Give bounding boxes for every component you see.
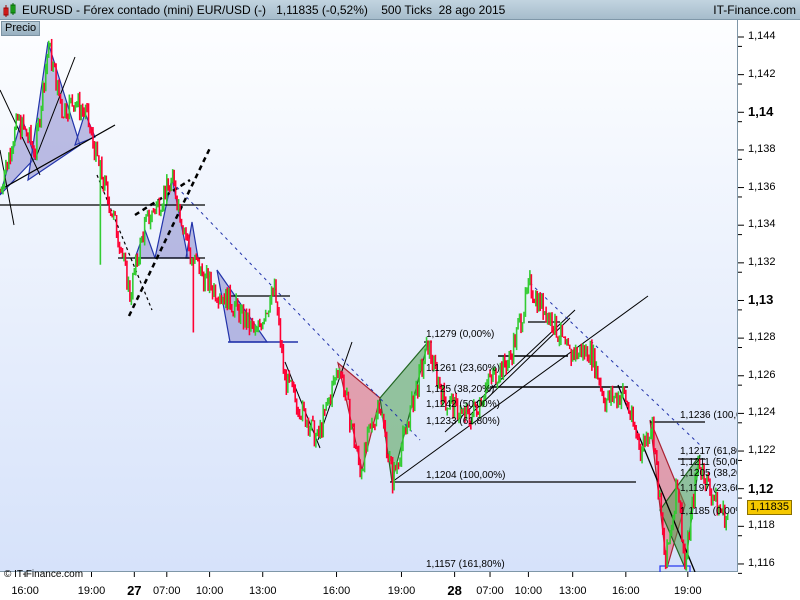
x-tick-label: 10:00 <box>195 585 224 597</box>
y-tick-label: 1,134 <box>748 218 776 231</box>
x-tick-label: 07:00 <box>476 585 504 597</box>
x-tick-label: 07:00 <box>153 585 181 597</box>
x-tick-label: 19:00 <box>77 585 106 597</box>
last-change: 1,11835 (-0,52%) <box>276 3 368 17</box>
y-tick-label: 1,12 <box>748 480 774 496</box>
y-tick-label: 1,126 <box>748 368 776 381</box>
panel-label[interactable]: Precio <box>1 21 41 36</box>
x-tick-label: 19:00 <box>387 585 416 597</box>
trendline <box>0 149 15 226</box>
x-tick-label: 13:00 <box>248 585 277 597</box>
price-chart[interactable] <box>0 20 737 572</box>
x-tick-label: 27 <box>127 583 142 598</box>
y-tick-label: 1,124 <box>748 406 776 419</box>
candlestick-icon <box>3 3 16 17</box>
trendline <box>0 124 116 191</box>
x-tick-label: 19:00 <box>674 585 702 597</box>
trendline <box>391 295 649 483</box>
y-tick-label: 1,132 <box>748 255 776 268</box>
x-tick-label: 13:00 <box>558 585 587 597</box>
fib-label: 1,1242 (50,00%) <box>426 398 500 410</box>
y-tick-label: 1,13 <box>748 292 774 308</box>
tick-count: 500 Ticks <box>381 3 432 17</box>
fib-label: 1,1261 (23,60%) <box>426 362 500 374</box>
fib-label: 1,1204 (100,00%) <box>426 470 506 482</box>
dashed-trendline <box>134 178 191 217</box>
fib-label: 1,125 (38,20%) <box>426 383 495 395</box>
y-tick-label: 1,136 <box>748 180 776 193</box>
fib-label: 1,1205 (38,20%) <box>680 468 737 480</box>
y-tick-label: 1,122 <box>748 444 776 457</box>
y-tick-label: 1,128 <box>748 331 776 344</box>
instrument-title: EURUSD - Fórex contado (mini) EUR/USD (-… <box>22 3 267 17</box>
fib-label: 1,1217 (61,80%) <box>680 445 737 457</box>
trendline <box>34 56 76 161</box>
fib-label: 1,1197 (23,60%) <box>680 483 737 495</box>
fib-label: 1,1233 (61,80%) <box>426 415 500 427</box>
x-tick-label: 10:00 <box>514 585 543 597</box>
fib-label: 1,1279 (0,00%) <box>426 329 495 340</box>
chart-date: 28 ago 2015 <box>438 3 506 17</box>
dashed-trendline <box>529 282 701 446</box>
y-tick-label: 1,142 <box>748 67 776 80</box>
plot-clip: 1,1279 (0,00%) 1,1261 (23,60%) 1,125 (38,2… <box>0 20 737 572</box>
x-tick-label: 28 <box>447 583 462 598</box>
fib-label: 1,1236 (100,00%) <box>680 409 737 421</box>
x-tick-label: 16:00 <box>11 585 39 597</box>
y-tick-label: 1,118 <box>748 519 775 532</box>
fib-label: 1,1185 (0,00%) <box>680 505 737 517</box>
fib-label: 1,1157 (161,80%) <box>426 558 505 570</box>
plot-area[interactable] <box>0 20 738 572</box>
chart-header: EURUSD - Fórex contado (mini) EUR/USD (-… <box>0 0 800 20</box>
y-tick-label: 1,144 <box>748 30 776 42</box>
y-tick-label: 1,116 <box>748 556 775 569</box>
chart-title: EURUSD - Fórex contado (mini) EUR/USD (-… <box>22 0 505 20</box>
dashed-trendline <box>127 147 212 317</box>
y-tick-label: 1,14 <box>748 104 774 120</box>
copyright: © IT-Finance.com <box>4 569 84 580</box>
last-price-badge: 1,11835 <box>747 500 792 515</box>
y-tick-label: 1,138 <box>748 142 776 155</box>
x-tick-label: 16:00 <box>322 585 351 597</box>
fib-label: 1,1211 (50,00%) <box>680 456 737 468</box>
x-tick-label: 16:00 <box>612 585 640 597</box>
selection-box <box>659 565 691 572</box>
brand-label: IT-Finance.com <box>713 3 796 17</box>
